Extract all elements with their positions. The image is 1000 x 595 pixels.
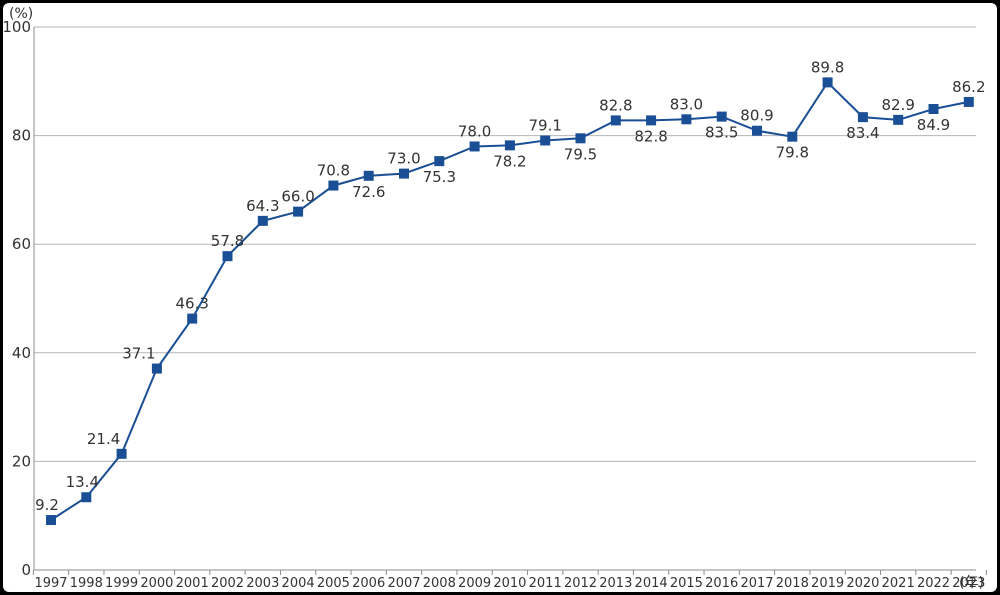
data-marker-2004 xyxy=(293,206,304,217)
x-tick-label-2014: 2014 xyxy=(635,576,668,591)
data-marker-2001 xyxy=(187,313,198,324)
data-label-2002: 57.8 xyxy=(211,232,244,250)
data-label-2011: 79.1 xyxy=(528,116,561,134)
x-tick-label-2009: 2009 xyxy=(458,576,491,591)
data-marker-2009 xyxy=(469,141,480,152)
data-marker-2007 xyxy=(399,168,409,179)
data-marker-1999 xyxy=(116,448,127,459)
data-label-1997: 9.2 xyxy=(35,496,59,514)
x-tick-labels: 1997 1998 1999 2000 2001 2002 2003 2004 2005 2006… xyxy=(34,576,985,591)
x-tick-label-2002: 2002 xyxy=(211,576,244,591)
data-label-2008: 75.3 xyxy=(423,168,456,186)
data-label-2005: 70.8 xyxy=(317,162,350,180)
data-marker-1997 xyxy=(46,515,56,526)
data-marker-1998 xyxy=(81,492,92,503)
data-label-2012: 79.5 xyxy=(564,145,597,163)
x-tick-label-2012: 2012 xyxy=(564,576,597,591)
y-tick-label-0: 0 xyxy=(21,561,31,579)
data-marker-2003 xyxy=(257,215,268,226)
y-tick-label-60: 60 xyxy=(12,235,31,253)
data-marker-2013 xyxy=(610,115,621,126)
data-label-2013: 82.8 xyxy=(599,96,632,114)
data-marker-2022 xyxy=(928,103,939,114)
data-label-2014: 82.8 xyxy=(634,127,667,145)
y-tick-label-20: 20 xyxy=(12,452,31,470)
axes xyxy=(32,27,987,575)
x-tick-label-2005: 2005 xyxy=(317,576,350,591)
data-label-2009: 78.0 xyxy=(458,122,491,140)
x-tick-label-2004: 2004 xyxy=(282,576,315,591)
x-tick-label-2010: 2010 xyxy=(493,576,526,591)
x-tick-label-2015: 2015 xyxy=(670,576,703,591)
x-tick-label-2021: 2021 xyxy=(882,576,915,591)
x-tick-label-2001: 2001 xyxy=(176,576,209,591)
data-marker-2017 xyxy=(752,125,762,136)
y-tick-labels: 0 20 40 60 80 100 xyxy=(3,18,31,579)
data-label-2022: 84.9 xyxy=(917,116,950,134)
x-tick-label-1999: 1999 xyxy=(105,576,138,591)
x-tick-label-2000: 2000 xyxy=(140,576,173,591)
data-marker-2006 xyxy=(363,170,374,181)
data-label-2021: 82.9 xyxy=(881,96,914,114)
data-label-2017: 80.9 xyxy=(740,107,773,125)
y-tick-label-80: 80 xyxy=(12,127,31,145)
x-tick-label-2013: 2013 xyxy=(599,576,632,591)
data-label-2016: 83.5 xyxy=(705,124,738,142)
x-tick-label-2011: 2011 xyxy=(529,576,562,591)
data-label-2007: 73.0 xyxy=(387,150,420,168)
data-label-2015: 83.0 xyxy=(670,95,703,113)
data-marker-2020 xyxy=(857,112,868,123)
data-marker-2002 xyxy=(222,251,233,262)
data-marker-2005 xyxy=(328,180,339,191)
grid-lines xyxy=(34,26,976,462)
data-label-2003: 64.3 xyxy=(246,197,279,215)
chart-frame: 0 20 40 60 80 100 1997 1998 1999 2000 2001 2002 200… xyxy=(3,3,997,592)
data-labels: 9.213.421.437.146.357.864.366.070.872.67… xyxy=(35,58,985,514)
data-marker-2011 xyxy=(540,135,551,146)
data-label-2019: 89.8 xyxy=(811,58,844,76)
data-marker-2012 xyxy=(575,133,586,144)
data-label-1999: 21.4 xyxy=(87,430,120,448)
data-marker-2023 xyxy=(963,96,974,107)
x-tick-label-2020: 2020 xyxy=(846,576,879,591)
x-tick-label-2019: 2019 xyxy=(811,576,844,591)
y-tick-label-40: 40 xyxy=(12,344,31,362)
x-tick-label-2022: 2022 xyxy=(917,576,950,591)
x-tick-label-2018: 2018 xyxy=(776,576,809,591)
data-marker-2014 xyxy=(646,115,657,126)
data-label-2023: 86.2 xyxy=(952,78,985,96)
x-tick-label-2006: 2006 xyxy=(352,576,385,591)
x-axis-unit-label: (年) xyxy=(959,575,984,591)
x-tick-label-2003: 2003 xyxy=(246,576,279,591)
data-marker-2008 xyxy=(434,156,445,167)
y-axis-unit-label: (%) xyxy=(9,6,33,22)
x-tick-label-2023: 2023 xyxy=(952,576,985,591)
x-tick-label-2008: 2008 xyxy=(423,576,456,591)
data-label-2001: 46.3 xyxy=(175,295,208,313)
data-markers xyxy=(46,77,974,526)
data-marker-2015 xyxy=(681,114,692,125)
data-label-2004: 66.0 xyxy=(281,188,314,206)
data-marker-2016 xyxy=(716,111,727,122)
x-tick-label-1997: 1997 xyxy=(34,576,67,591)
y-tick-label-100: 100 xyxy=(3,18,31,36)
data-label-2006: 72.6 xyxy=(352,183,385,201)
data-marker-2021 xyxy=(893,114,904,125)
data-marker-2019 xyxy=(822,77,833,88)
data-label-2010: 78.2 xyxy=(493,152,526,170)
data-marker-2000 xyxy=(151,363,162,374)
data-label-1998: 13.4 xyxy=(66,473,99,491)
x-tick-label-1998: 1998 xyxy=(70,576,103,591)
x-tick-label-2007: 2007 xyxy=(387,576,420,591)
data-label-2000: 37.1 xyxy=(122,345,155,363)
data-marker-2010 xyxy=(504,140,515,151)
x-tick-label-2017: 2017 xyxy=(740,576,773,591)
data-label-2020: 83.4 xyxy=(846,124,879,142)
data-marker-2018 xyxy=(787,131,798,142)
x-tick-label-2016: 2016 xyxy=(705,576,738,591)
data-label-2018: 79.8 xyxy=(776,144,809,162)
